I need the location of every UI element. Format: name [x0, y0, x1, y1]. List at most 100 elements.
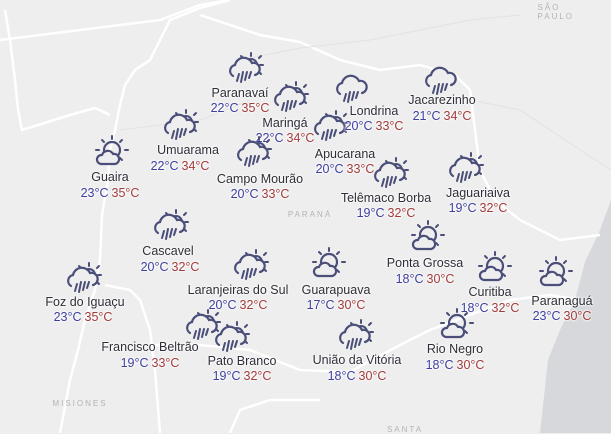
city-temperatures: 23°C 30°C — [533, 309, 592, 323]
city-name: Guaira — [91, 170, 129, 184]
min-temperature: 23°C — [532, 309, 561, 323]
city-temperatures: 18°C 30°C — [328, 369, 387, 383]
min-temperature: 23°C — [53, 310, 82, 324]
city-name: Guarapuava — [301, 283, 371, 297]
region-label-sao-paulo: SÃO PAULO — [537, 3, 575, 21]
city-temperatures: 19°C 33°C — [121, 356, 180, 370]
max-temperature: 34°C — [181, 159, 210, 173]
rain-sun-icon — [164, 109, 199, 140]
city-name: Curitiba — [468, 285, 512, 299]
max-temperature: 30°C — [426, 272, 455, 286]
rain-sun-icon — [67, 262, 102, 293]
min-temperature: 20°C — [140, 260, 169, 274]
city-name: Cascavel — [142, 244, 194, 258]
city-temperatures: 23°C 35°C — [54, 310, 113, 324]
rain-sun-icon — [274, 81, 309, 112]
partly-cloudy-icon — [440, 308, 474, 339]
min-temperature: 22°C — [150, 159, 179, 173]
partly-cloudy-icon — [478, 251, 512, 282]
partly-cloudy-icon — [411, 220, 445, 251]
city-temperatures: 22°C 34°C — [256, 131, 315, 145]
city-temperatures: 19°C 32°C — [213, 369, 272, 383]
partly-cloudy-icon — [539, 256, 573, 287]
max-temperature: 32°C — [387, 206, 416, 220]
max-temperature: 32°C — [171, 260, 200, 274]
city-temperatures: 20°C 33°C — [316, 162, 375, 176]
region-label-misiones: MISIONES — [52, 399, 108, 408]
rain-sun-icon — [215, 321, 250, 352]
max-temperature: 33°C — [375, 119, 404, 133]
city-temperatures: 18°C 30°C — [396, 272, 455, 286]
rain-sun-icon — [374, 157, 409, 188]
city-name: Paranavaí — [211, 86, 269, 100]
rain-sun-icon — [229, 52, 264, 83]
city-name: Pato Branco — [207, 354, 277, 368]
city-name: Londrina — [349, 104, 399, 118]
min-temperature: 19°C — [448, 201, 477, 215]
city-temperatures: 19°C 32°C — [449, 201, 508, 215]
city-name: Laranjeiras do Sul — [187, 283, 289, 297]
rain-cloud-icon — [336, 74, 368, 103]
city-temperatures: 18°C 30°C — [426, 358, 485, 372]
city-temperatures: 18°C 32°C — [461, 301, 520, 315]
max-temperature: 30°C — [337, 298, 366, 312]
city-name: Paranaguá — [531, 294, 593, 308]
max-temperature: 35°C — [241, 101, 270, 115]
city-temperatures: 20°C 33°C — [345, 119, 404, 133]
city-name: Campo Mourão — [216, 172, 304, 186]
min-temperature: 18°C — [425, 358, 454, 372]
min-temperature: 18°C — [327, 369, 356, 383]
min-temperature: 20°C — [208, 298, 237, 312]
min-temperature: 17°C — [306, 298, 335, 312]
min-temperature: 18°C — [460, 301, 489, 315]
max-temperature: 35°C — [111, 186, 140, 200]
max-temperature: 30°C — [563, 309, 592, 323]
city-name: Telêmaco Borba — [340, 191, 432, 205]
city-name: Jaguariaiva — [446, 186, 510, 200]
min-temperature: 18°C — [395, 272, 424, 286]
city-name: Umuarama — [157, 143, 219, 157]
min-temperature: 22°C — [255, 131, 284, 145]
rain-sun-icon — [237, 136, 272, 167]
city-temperatures: 19°C 32°C — [357, 206, 416, 220]
max-temperature: 33°C — [261, 187, 290, 201]
rain-sun-icon — [449, 152, 484, 183]
max-temperature: 33°C — [346, 162, 375, 176]
city-temperatures: 17°C 30°C — [307, 298, 366, 312]
region-label-santa-catarina: SANTA — [386, 425, 424, 434]
city-temperatures: 20°C 33°C — [231, 187, 290, 201]
max-temperature: 30°C — [358, 369, 387, 383]
rain-sun-icon — [186, 309, 221, 340]
rain-sun-icon — [339, 319, 374, 350]
city-name: Maringá — [262, 116, 308, 130]
rain-cloud-icon — [425, 66, 457, 95]
region-label-parana: PARANÁ — [287, 210, 333, 219]
max-temperature: 32°C — [491, 301, 520, 315]
city-temperatures: 20°C 32°C — [141, 260, 200, 274]
city-name: Apucarana — [314, 147, 376, 161]
sea — [540, 200, 611, 433]
city-name: Rio Negro — [426, 342, 484, 356]
city-name: Jacarezinho — [408, 93, 476, 107]
min-temperature: 20°C — [230, 187, 259, 201]
city-temperatures: 21°C 34°C — [413, 109, 472, 123]
city-temperatures: 23°C 35°C — [81, 186, 140, 200]
rain-sun-icon — [314, 110, 349, 141]
max-temperature: 35°C — [84, 310, 113, 324]
partly-cloudy-icon — [312, 247, 346, 278]
max-temperature: 32°C — [239, 298, 268, 312]
min-temperature: 23°C — [80, 186, 109, 200]
region-lines — [119, 14, 611, 171]
max-temperature: 33°C — [151, 356, 180, 370]
max-temperature: 34°C — [286, 131, 315, 145]
city-name: Francisco Beltrão — [101, 340, 199, 354]
partly-cloudy-icon — [95, 135, 129, 166]
min-temperature: 20°C — [315, 162, 344, 176]
min-temperature: 19°C — [212, 369, 241, 383]
city-temperatures: 22°C 34°C — [151, 159, 210, 173]
min-temperature: 19°C — [120, 356, 149, 370]
city-name: União da Vitória — [312, 353, 402, 367]
city-name: Ponta Grossa — [386, 256, 464, 270]
